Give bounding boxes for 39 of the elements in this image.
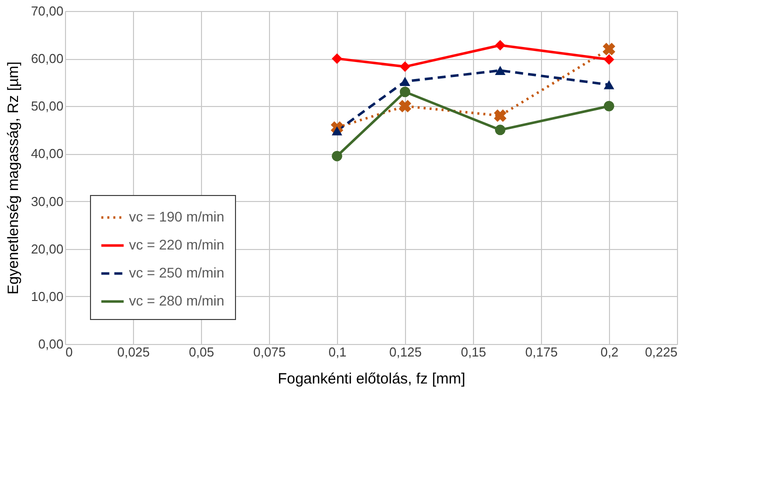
point <box>400 61 410 72</box>
point <box>602 42 616 56</box>
legend-label: vc = 250 m/min <box>129 264 224 280</box>
point <box>398 100 412 112</box>
legend-label: vc = 280 m/min <box>129 292 224 308</box>
y-tick-label: 70,00 <box>30 4 64 18</box>
x-tick-label: 0,175 <box>525 344 558 360</box>
x-tick-label: 0,025 <box>117 344 150 360</box>
x-axis-title: Fogankénti előtolás, fz [mm] <box>278 370 466 388</box>
point <box>494 40 506 50</box>
x-tick-label: 0,05 <box>188 344 214 360</box>
point <box>332 150 342 162</box>
y-tick-label: 20,00 <box>30 241 64 256</box>
y-tick-label: 60,00 <box>30 51 64 66</box>
y-axis-title: Egyenetlenség magasság, Rz [µm] <box>4 62 22 294</box>
x-tick-label: 0 <box>66 344 73 360</box>
point <box>604 54 614 65</box>
point <box>332 53 342 64</box>
point <box>494 109 506 122</box>
y-tick-label: 0,00 <box>38 336 64 352</box>
y-tick-label: 30,00 <box>30 194 64 209</box>
y-tick-label: 10,00 <box>30 288 64 304</box>
point <box>332 126 342 136</box>
x-tick-label: 0,125 <box>389 344 422 360</box>
x-tick-label: 0,1 <box>328 344 347 360</box>
point <box>494 124 506 136</box>
x-tick-label: 0,2 <box>600 344 619 360</box>
point <box>400 86 410 98</box>
y-tick-label: 50,00 <box>30 98 64 114</box>
x-tick-label: 0,225 <box>644 344 678 360</box>
legend-label: vc = 190 m/min <box>129 208 224 224</box>
point <box>604 100 614 112</box>
point <box>604 80 614 90</box>
x-tick-label: 0,075 <box>253 344 286 360</box>
point <box>400 76 410 86</box>
point <box>494 66 506 76</box>
legend-label: vc = 220 m/min <box>129 236 224 252</box>
x-tick-label: 0,15 <box>460 344 486 360</box>
y-tick-label: 40,00 <box>30 146 64 162</box>
